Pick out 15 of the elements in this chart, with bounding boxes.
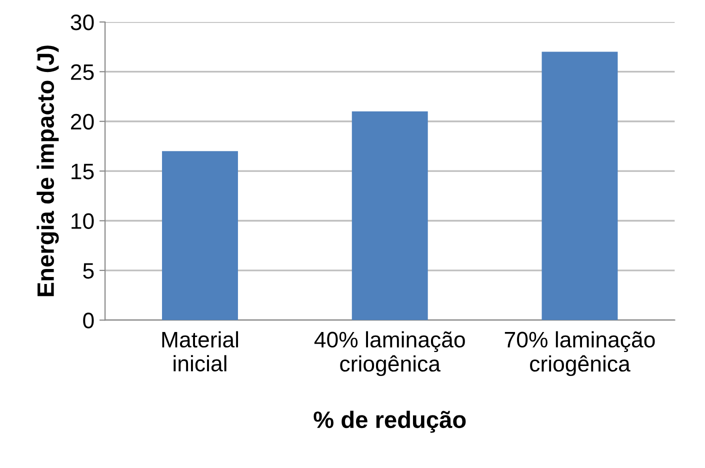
y-tick-label: 25 [71,64,94,80]
y-tick-label: 10 [72,213,94,230]
y-axis-title: Energia de impacto (J) [36,46,59,296]
y-tick-label: 15 [72,164,94,180]
x-tick-label: 70% laminação criogênica [504,331,655,376]
bar [542,52,618,320]
bar [352,111,428,320]
y-tick-label: 20 [71,114,94,130]
x-tick-label: 40% laminação criogênica [314,331,465,376]
y-tick-label: 5 [83,263,94,279]
y-tick-label: 0 [83,312,94,328]
bar [162,151,238,320]
x-tick-label: Material inicial [162,331,238,372]
y-tick-label: 30 [70,14,94,30]
x-axis-title: % de redução [314,410,466,433]
